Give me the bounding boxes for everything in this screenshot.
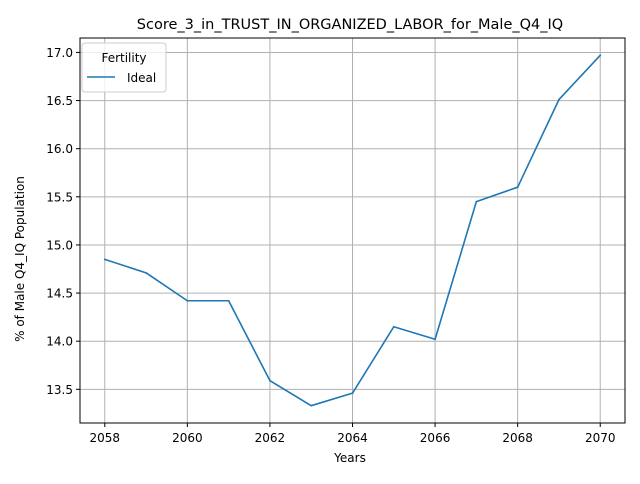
y-tick-label: 15.5 xyxy=(46,190,73,204)
x-tick-label: 2058 xyxy=(89,431,120,445)
y-tick-label: 16.0 xyxy=(46,142,73,156)
x-tick-label: 2068 xyxy=(502,431,533,445)
y-axis-ticks: 13.5 14.0 14.5 15.0 15.5 16.0 16.5 17.0 xyxy=(46,46,80,397)
chart-title: Score_3_in_TRUST_IN_ORGANIZED_LABOR_for_… xyxy=(137,17,563,33)
data-point xyxy=(103,258,106,261)
x-axis-ticks: 2058 2060 2062 2064 2066 2068 2070 xyxy=(89,423,616,445)
y-tick-label: 16.5 xyxy=(46,94,73,108)
data-point xyxy=(227,299,230,302)
data-point xyxy=(516,186,519,189)
data-point xyxy=(351,392,354,395)
data-point xyxy=(310,404,313,407)
data-point xyxy=(475,200,478,203)
data-point xyxy=(558,98,560,101)
y-tick-label: 14.5 xyxy=(46,287,73,301)
y-tick-label: 13.5 xyxy=(46,383,73,397)
y-tick-label: 15.0 xyxy=(46,238,73,252)
x-axis-label: Years xyxy=(333,451,366,465)
x-tick-label: 2066 xyxy=(420,431,451,445)
data-point xyxy=(269,379,271,382)
data-point xyxy=(599,54,602,57)
data-point xyxy=(392,325,395,328)
grid xyxy=(80,38,625,423)
data-point xyxy=(145,271,147,274)
legend-box xyxy=(81,42,167,93)
legend-title: Fertility xyxy=(101,51,146,65)
data-point xyxy=(186,299,189,302)
y-tick-label: 14.0 xyxy=(46,335,73,349)
x-tick-label: 2060 xyxy=(172,431,203,445)
y-tick-label: 17.0 xyxy=(46,46,73,60)
series-layer xyxy=(103,54,602,407)
x-tick-label: 2070 xyxy=(585,431,616,445)
data-point xyxy=(434,338,436,341)
y-axis-label: % of Male Q4_IQ Population xyxy=(13,176,27,342)
legend: Fertility Ideal xyxy=(81,42,167,93)
x-tick-label: 2064 xyxy=(337,431,368,445)
legend-entry-label: Ideal xyxy=(127,71,156,85)
x-tick-label: 2062 xyxy=(255,431,286,445)
